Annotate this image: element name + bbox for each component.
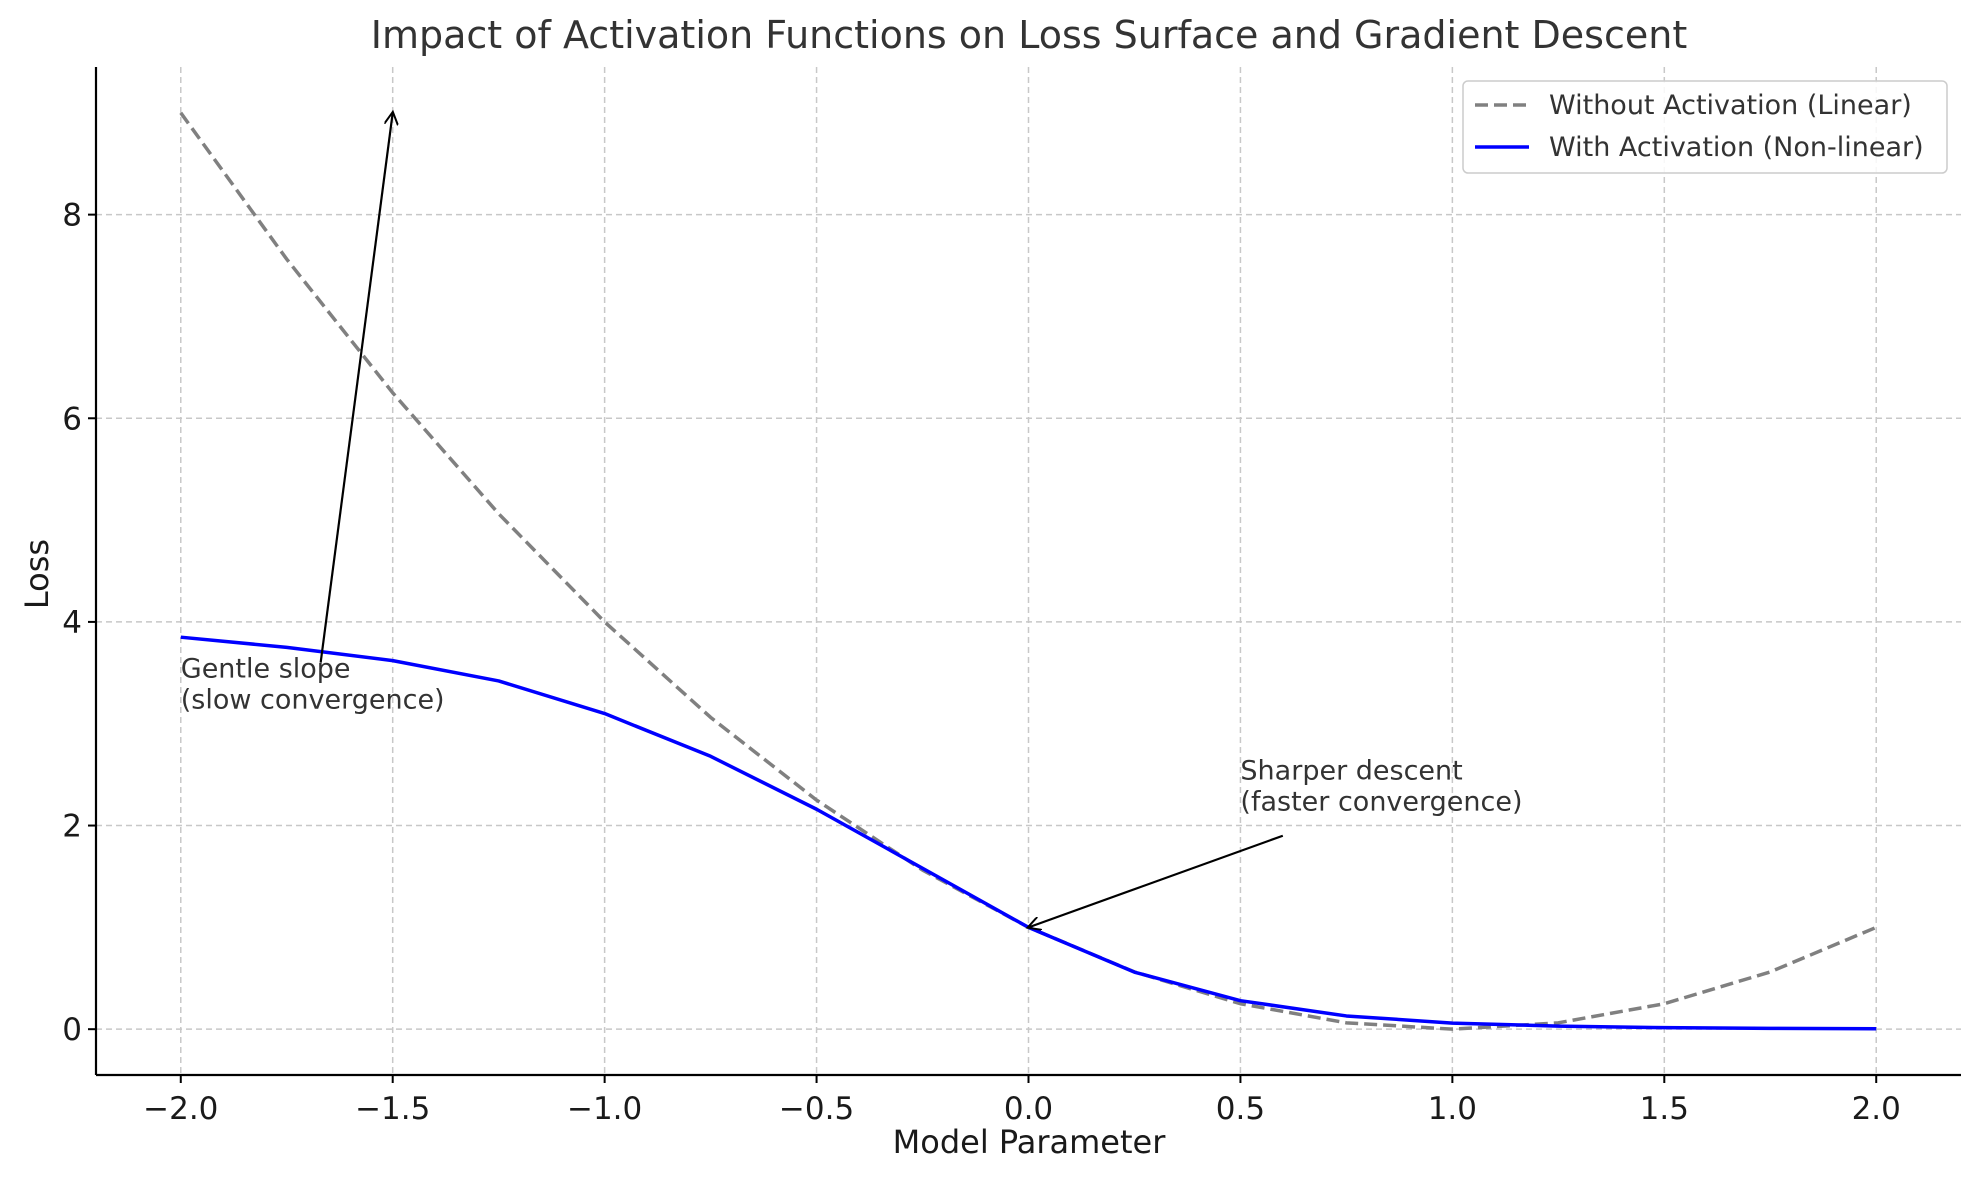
- x-tick-label-5: 0.5: [1216, 1091, 1265, 1127]
- x-tick-label-3: −0.5: [779, 1091, 854, 1127]
- annotation-text-0-1: (slow convergence): [181, 684, 445, 715]
- grid: [96, 67, 1961, 1075]
- x-tick-label-7: 1.5: [1640, 1091, 1689, 1127]
- annotation-arrow-0: [319, 113, 393, 663]
- x-tick-label-0: −2.0: [143, 1091, 218, 1127]
- y-tick-label-3: 6: [62, 401, 82, 437]
- annotation-text-0-0: Gentle slope: [181, 653, 351, 684]
- legend: Without Activation (Linear) With Activati…: [1462, 80, 1948, 174]
- x-axis-title: Model Parameter: [893, 1123, 1167, 1161]
- y-axis-title: Loss: [18, 539, 56, 609]
- annotation-arrow-1: [1029, 834, 1284, 928]
- legend-box: [1462, 80, 1948, 174]
- x-tick-label-1: −1.5: [355, 1091, 430, 1127]
- y-tick-label-4: 8: [62, 198, 82, 234]
- annotation-text-1-1: (faster convergence): [1240, 786, 1522, 817]
- annotations: Gentle slope(slow convergence) Sharper de…: [181, 113, 1523, 928]
- y-tick-label-0: 0: [62, 1012, 82, 1048]
- y-tick-label-2: 4: [62, 605, 82, 641]
- x-tick-label-8: 2.0: [1852, 1091, 1901, 1127]
- chart-title: Impact of Activation Functions on Loss S…: [371, 13, 1687, 57]
- legend-label-1: With Activation (Non-linear): [1549, 132, 1924, 163]
- annotation-text-1-0: Sharper descent: [1240, 755, 1462, 786]
- legend-label-0: Without Activation (Linear): [1549, 90, 1912, 121]
- x-tick-label-4: 0.0: [1004, 1091, 1053, 1127]
- axes: −2.0 −1.5 −1.0 −0.5 0.0 0.5 1.0 1.5 2.0 0 2 4 6 8: [62, 67, 1961, 1127]
- x-tick-label-6: 1.0: [1428, 1091, 1477, 1127]
- y-tick-label-1: 2: [62, 809, 82, 845]
- x-tick-label-2: −1.0: [567, 1091, 642, 1127]
